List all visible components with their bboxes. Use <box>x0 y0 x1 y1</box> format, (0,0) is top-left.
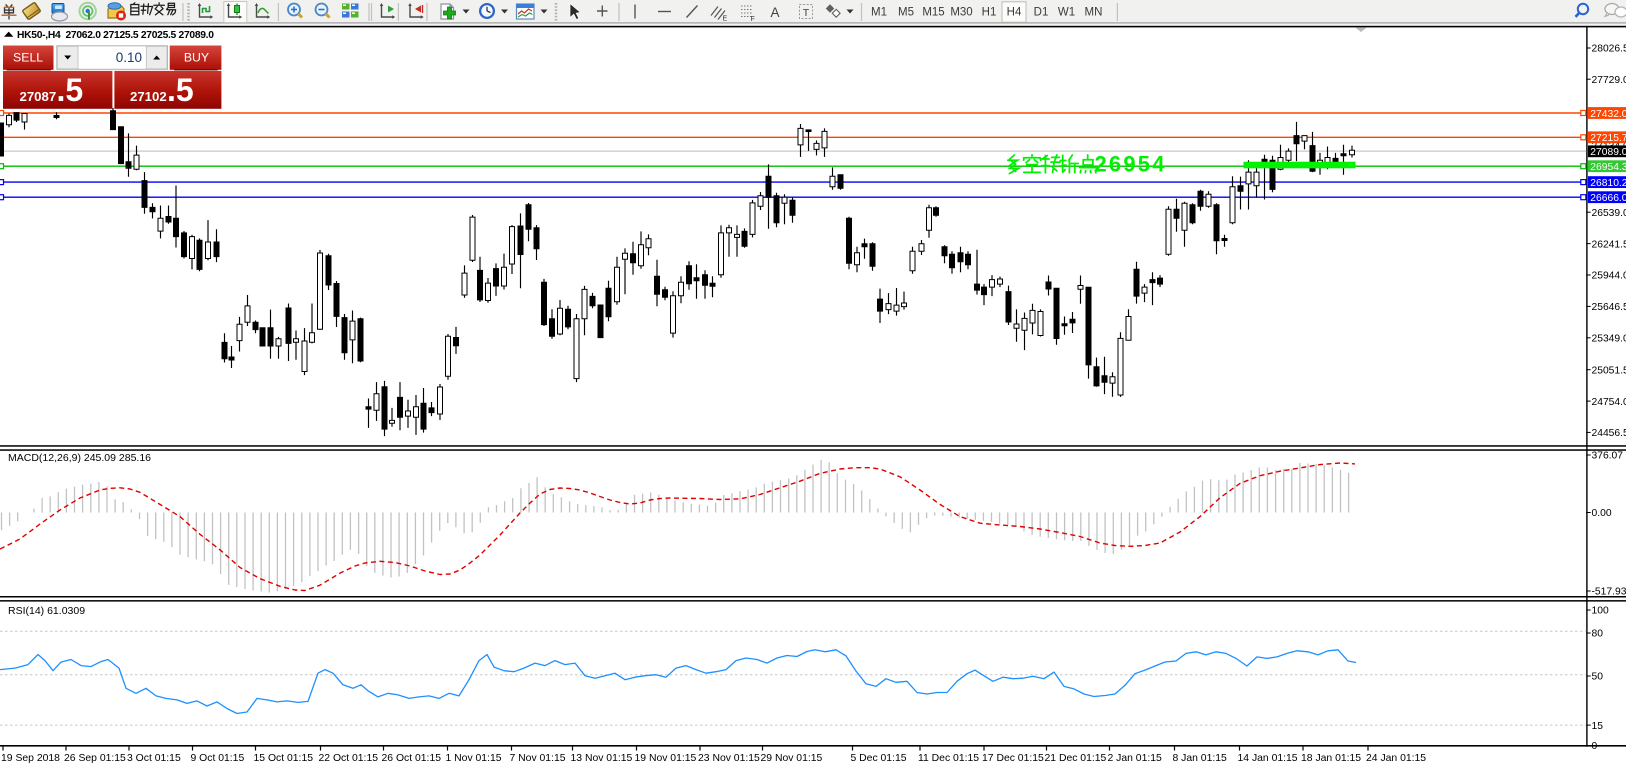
svg-text:5 Dec 01:15: 5 Dec 01:15 <box>851 753 907 764</box>
svg-text:15 Oct 01:15: 15 Oct 01:15 <box>254 753 314 764</box>
svg-text:100: 100 <box>1592 606 1609 617</box>
svg-text:W1: W1 <box>1058 7 1075 19</box>
svg-text:27087: 27087 <box>20 89 57 104</box>
svg-text:26810.2: 26810.2 <box>1590 178 1626 189</box>
svg-text:T: T <box>803 7 810 19</box>
svg-text:376.07: 376.07 <box>1592 451 1624 462</box>
svg-text:25944.0: 25944.0 <box>1592 271 1626 282</box>
svg-text:.5: .5 <box>167 72 194 108</box>
svg-text:0.00: 0.00 <box>1592 508 1612 519</box>
svg-text:H4: H4 <box>1007 7 1022 19</box>
svg-text:17 Dec 01:15: 17 Dec 01:15 <box>982 753 1044 764</box>
svg-text:13 Nov 01:15: 13 Nov 01:15 <box>571 753 633 764</box>
svg-text:7 Nov 01:15: 7 Nov 01:15 <box>510 753 566 764</box>
svg-text:24754.0: 24754.0 <box>1592 397 1626 408</box>
svg-text:A: A <box>771 5 780 20</box>
svg-text:M30: M30 <box>950 7 972 19</box>
svg-text:.5: .5 <box>57 72 84 108</box>
svg-text:80: 80 <box>1592 629 1604 640</box>
svg-text:26 Oct 01:15: 26 Oct 01:15 <box>382 753 442 764</box>
svg-text:BUY: BUY <box>184 50 209 64</box>
svg-text:26666.0: 26666.0 <box>1590 193 1626 204</box>
svg-text:11 Dec 01:15: 11 Dec 01:15 <box>918 753 979 764</box>
svg-text:9 Oct 01:15: 9 Oct 01:15 <box>191 753 245 764</box>
svg-text:50: 50 <box>1592 672 1604 683</box>
svg-text:28026.5: 28026.5 <box>1592 44 1626 55</box>
svg-text:29 Nov 01:15: 29 Nov 01:15 <box>761 753 823 764</box>
svg-text:26954: 26954 <box>1095 152 1167 177</box>
svg-text:27102: 27102 <box>130 89 167 104</box>
svg-text:19 Sep 2018: 19 Sep 2018 <box>1 753 60 764</box>
svg-text:27432.0: 27432.0 <box>1590 109 1626 120</box>
svg-text:1 Nov 01:15: 1 Nov 01:15 <box>446 753 502 764</box>
svg-text:22 Oct 01:15: 22 Oct 01:15 <box>319 753 379 764</box>
svg-text:0.10: 0.10 <box>116 50 142 65</box>
svg-text:26 Sep 01:15: 26 Sep 01:15 <box>64 753 126 764</box>
svg-text:27089.0: 27089.0 <box>1590 147 1626 158</box>
svg-text:27729.0: 27729.0 <box>1592 75 1626 86</box>
svg-text:D1: D1 <box>1034 7 1049 19</box>
svg-text:0: 0 <box>1592 741 1598 752</box>
svg-text:18 Jan 01:15: 18 Jan 01:15 <box>1301 753 1361 764</box>
svg-text:25349.0: 25349.0 <box>1592 334 1626 345</box>
svg-text:24 Jan 01:15: 24 Jan 01:15 <box>1366 753 1426 764</box>
svg-text:-517.93: -517.93 <box>1592 587 1626 598</box>
svg-text:M5: M5 <box>898 7 914 19</box>
svg-text:F: F <box>751 16 755 23</box>
svg-text:19 Nov 01:15: 19 Nov 01:15 <box>635 753 697 764</box>
svg-text:RSI(14) 61.0309: RSI(14) 61.0309 <box>8 605 85 617</box>
svg-text:23 Nov 01:15: 23 Nov 01:15 <box>698 753 760 764</box>
svg-text:2 Jan 01:15: 2 Jan 01:15 <box>1108 753 1163 764</box>
svg-text:M15: M15 <box>922 7 944 19</box>
svg-text:25646.5: 25646.5 <box>1592 302 1626 313</box>
svg-text:21 Dec 01:15: 21 Dec 01:15 <box>1045 753 1107 764</box>
svg-text:24456.5: 24456.5 <box>1592 428 1626 439</box>
svg-text:3 Oct 01:15: 3 Oct 01:15 <box>127 753 181 764</box>
svg-text:M1: M1 <box>871 7 887 19</box>
svg-text:26539.0: 26539.0 <box>1592 208 1626 219</box>
svg-text:15: 15 <box>1592 721 1604 732</box>
svg-text:SELL: SELL <box>13 50 43 64</box>
svg-text:MACD(12,26,9) 245.09 285.16: MACD(12,26,9) 245.09 285.16 <box>8 452 151 464</box>
svg-text:26241.5: 26241.5 <box>1592 239 1626 250</box>
svg-text:E: E <box>723 16 728 23</box>
svg-text:H1: H1 <box>982 7 997 19</box>
svg-text:8 Jan 01:15: 8 Jan 01:15 <box>1173 753 1228 764</box>
svg-text:25051.5: 25051.5 <box>1592 365 1626 376</box>
svg-text:14 Jan 01:15: 14 Jan 01:15 <box>1238 753 1298 764</box>
svg-text:27215.7: 27215.7 <box>1590 133 1626 144</box>
svg-text:26954.3: 26954.3 <box>1590 162 1626 173</box>
svg-text:MN: MN <box>1085 7 1103 19</box>
svg-text:HK50-,H4 27062.0 27125.5 2702: HK50-,H4 27062.0 27125.5 27025.5 27089.0 <box>17 30 214 41</box>
